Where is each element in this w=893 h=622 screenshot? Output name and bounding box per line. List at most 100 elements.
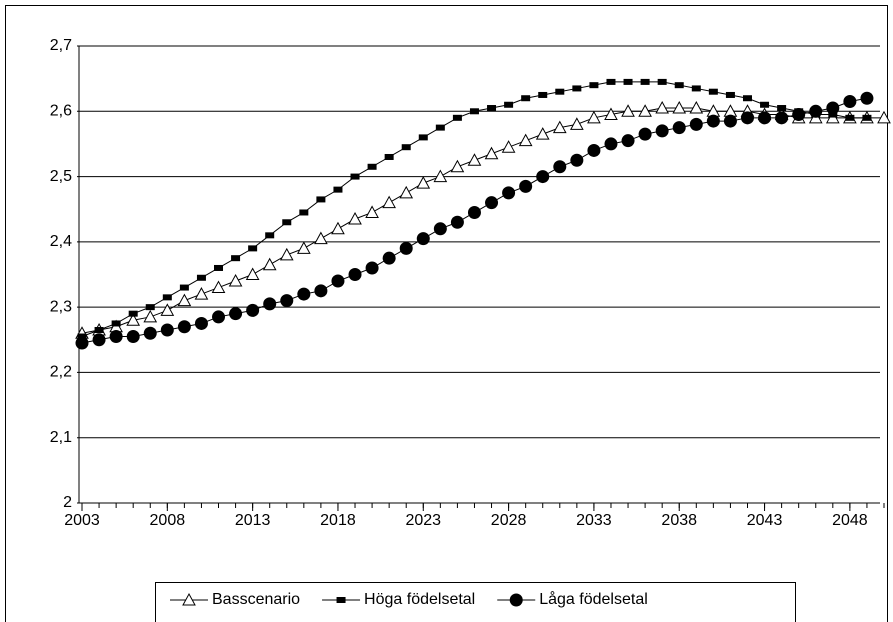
- marker: [518, 133, 533, 147]
- marker: [145, 304, 155, 311]
- marker: [182, 592, 196, 606]
- marker: [333, 186, 343, 193]
- marker: [382, 251, 396, 265]
- marker: [194, 287, 209, 300]
- marker: [382, 195, 396, 209]
- marker: [314, 231, 328, 245]
- marker: [177, 293, 192, 307]
- marker: [536, 170, 550, 184]
- marker: [316, 196, 326, 203]
- marker: [725, 91, 735, 98]
- y-tick-label: 2,6: [50, 103, 72, 120]
- marker: [672, 121, 686, 135]
- marker: [485, 196, 499, 210]
- marker: [75, 336, 89, 350]
- marker: [92, 333, 106, 347]
- marker: [450, 159, 465, 173]
- marker: [126, 313, 141, 326]
- marker: [228, 273, 243, 287]
- marker: [196, 274, 206, 281]
- marker: [587, 110, 601, 124]
- y-tick-label: 2,1: [50, 429, 72, 446]
- marker: [297, 287, 311, 301]
- x-tick-label: 2038: [661, 512, 697, 529]
- y-tick-label: 2,3: [50, 298, 72, 315]
- marker: [77, 333, 87, 340]
- marker: [708, 88, 718, 95]
- marker: [621, 104, 635, 117]
- marker: [399, 185, 414, 199]
- marker: [128, 310, 138, 317]
- marker: [211, 280, 226, 294]
- marker: [365, 205, 379, 218]
- marker: [177, 320, 191, 334]
- x-tick-label: 2018: [320, 512, 356, 529]
- marker: [860, 91, 874, 105]
- marker: [126, 330, 140, 344]
- marker: [657, 78, 667, 85]
- marker: [263, 297, 277, 311]
- marker: [467, 153, 482, 166]
- marker: [758, 111, 772, 125]
- marker: [555, 88, 565, 95]
- marker: [655, 124, 669, 138]
- marker: [877, 110, 891, 124]
- marker: [674, 82, 684, 89]
- marker: [538, 91, 548, 98]
- marker: [109, 330, 123, 344]
- x-tick-label: 2043: [747, 512, 783, 529]
- marker: [691, 85, 701, 92]
- x-tick-label: 2013: [235, 512, 271, 529]
- marker: [212, 310, 226, 324]
- marker: [467, 205, 481, 219]
- marker: [401, 144, 411, 151]
- x-tick-label: 2033: [576, 512, 612, 529]
- marker: [792, 108, 806, 122]
- marker: [672, 100, 687, 114]
- marker: [418, 134, 428, 141]
- marker: [435, 124, 445, 131]
- x-tick-label: 2003: [64, 512, 100, 529]
- marker: [604, 107, 618, 121]
- y-tick-label: 2: [63, 494, 72, 511]
- marker: [262, 257, 277, 271]
- marker: [469, 108, 479, 115]
- marker: [777, 105, 787, 112]
- marker: [245, 267, 260, 280]
- marker: [552, 120, 567, 134]
- marker: [179, 284, 189, 291]
- marker: [229, 307, 243, 321]
- marker: [194, 316, 208, 330]
- marker: [484, 146, 499, 160]
- marker: [160, 303, 175, 316]
- marker: [365, 261, 379, 275]
- marker: [94, 326, 104, 333]
- marker: [640, 78, 650, 85]
- marker: [450, 215, 464, 229]
- marker: [604, 137, 618, 151]
- marker: [535, 127, 550, 140]
- marker: [826, 101, 840, 115]
- marker: [143, 309, 158, 323]
- marker: [433, 169, 448, 183]
- marker: [452, 114, 462, 121]
- marker: [348, 268, 362, 281]
- marker: [367, 163, 377, 170]
- marker: [504, 101, 514, 108]
- x-tick-label: 2048: [832, 512, 868, 529]
- marker: [742, 95, 752, 102]
- marker: [553, 160, 567, 174]
- marker: [689, 100, 704, 114]
- marker: [314, 284, 328, 298]
- marker: [519, 179, 533, 193]
- marker: [111, 320, 121, 327]
- marker: [296, 241, 311, 254]
- marker: [162, 294, 172, 301]
- y-tick-label: 2,5: [50, 168, 72, 185]
- marker: [350, 173, 360, 180]
- legend-box: [155, 582, 796, 622]
- legend-label: Låga födelsetal: [539, 590, 648, 608]
- marker: [623, 78, 633, 85]
- x-tick-label: 2028: [491, 512, 527, 529]
